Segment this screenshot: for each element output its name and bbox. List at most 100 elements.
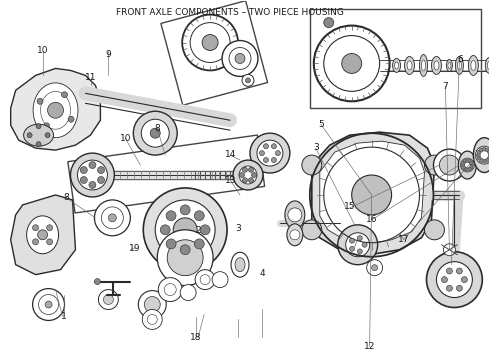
- Circle shape: [349, 238, 355, 243]
- Circle shape: [264, 158, 269, 162]
- Circle shape: [426, 252, 482, 307]
- Circle shape: [200, 275, 210, 285]
- Text: 19: 19: [129, 244, 141, 253]
- Ellipse shape: [473, 138, 490, 172]
- Circle shape: [243, 178, 247, 183]
- Circle shape: [462, 161, 466, 165]
- Text: FRONT AXLE COMPONENTS – TWO PIECE HOUSING: FRONT AXLE COMPONENTS – TWO PIECE HOUSIN…: [117, 8, 344, 17]
- Ellipse shape: [405, 57, 415, 75]
- Circle shape: [180, 205, 190, 215]
- Circle shape: [251, 172, 256, 177]
- Circle shape: [108, 214, 116, 222]
- Circle shape: [357, 236, 362, 240]
- Circle shape: [468, 159, 471, 163]
- Circle shape: [164, 284, 176, 296]
- Circle shape: [314, 26, 390, 101]
- Text: 13: 13: [224, 176, 236, 185]
- Circle shape: [47, 225, 52, 231]
- Circle shape: [248, 167, 253, 172]
- Text: 15: 15: [344, 202, 356, 211]
- Circle shape: [150, 128, 160, 138]
- Circle shape: [147, 315, 157, 324]
- Circle shape: [71, 153, 114, 197]
- Text: 8: 8: [154, 123, 160, 132]
- Circle shape: [98, 289, 119, 310]
- Circle shape: [195, 239, 204, 249]
- Circle shape: [482, 159, 486, 163]
- Circle shape: [488, 156, 490, 160]
- Circle shape: [229, 48, 251, 69]
- Polygon shape: [161, 1, 268, 105]
- Circle shape: [138, 291, 166, 319]
- Ellipse shape: [421, 60, 425, 71]
- Circle shape: [342, 54, 362, 73]
- Circle shape: [200, 225, 210, 235]
- Circle shape: [95, 200, 130, 236]
- Circle shape: [476, 153, 480, 157]
- Circle shape: [489, 153, 490, 157]
- Circle shape: [371, 265, 378, 271]
- Circle shape: [222, 41, 258, 76]
- Circle shape: [243, 167, 247, 172]
- Circle shape: [44, 123, 49, 129]
- Ellipse shape: [458, 151, 476, 179]
- Circle shape: [477, 156, 481, 160]
- Ellipse shape: [26, 216, 58, 254]
- Ellipse shape: [392, 58, 400, 72]
- Bar: [310, 9, 481, 108]
- Circle shape: [477, 150, 481, 154]
- Circle shape: [98, 176, 104, 184]
- Circle shape: [166, 239, 176, 249]
- Ellipse shape: [448, 62, 451, 68]
- Circle shape: [158, 278, 182, 302]
- Circle shape: [142, 310, 162, 329]
- Circle shape: [362, 242, 367, 247]
- Circle shape: [250, 133, 290, 173]
- Polygon shape: [68, 135, 265, 213]
- Ellipse shape: [407, 61, 412, 70]
- Circle shape: [488, 150, 490, 154]
- Circle shape: [424, 220, 444, 240]
- Polygon shape: [11, 68, 100, 150]
- Circle shape: [468, 167, 471, 171]
- Ellipse shape: [434, 61, 439, 70]
- Circle shape: [133, 111, 177, 155]
- Circle shape: [155, 200, 215, 260]
- Circle shape: [288, 208, 302, 222]
- Circle shape: [275, 150, 280, 156]
- Circle shape: [212, 272, 228, 288]
- Circle shape: [45, 133, 50, 138]
- Ellipse shape: [457, 61, 462, 70]
- Circle shape: [101, 207, 123, 229]
- Circle shape: [89, 162, 96, 168]
- Circle shape: [160, 225, 170, 235]
- Ellipse shape: [285, 201, 305, 229]
- Text: 12: 12: [364, 342, 375, 351]
- Circle shape: [173, 218, 197, 242]
- Circle shape: [180, 245, 190, 255]
- Circle shape: [346, 233, 369, 257]
- Circle shape: [195, 270, 215, 289]
- Circle shape: [27, 133, 32, 138]
- Ellipse shape: [419, 54, 427, 76]
- Circle shape: [32, 225, 39, 231]
- Circle shape: [271, 158, 276, 162]
- Circle shape: [479, 148, 483, 152]
- Circle shape: [182, 15, 238, 71]
- Circle shape: [462, 276, 467, 283]
- Ellipse shape: [468, 55, 478, 75]
- Circle shape: [338, 225, 378, 265]
- Circle shape: [32, 239, 39, 245]
- Circle shape: [479, 158, 483, 162]
- Ellipse shape: [231, 252, 249, 277]
- Text: 3: 3: [313, 143, 318, 152]
- Circle shape: [235, 54, 245, 63]
- Circle shape: [80, 167, 87, 174]
- Circle shape: [68, 116, 74, 122]
- Circle shape: [89, 181, 96, 189]
- Circle shape: [469, 166, 473, 169]
- Text: 5: 5: [318, 120, 323, 129]
- Ellipse shape: [287, 224, 303, 246]
- Ellipse shape: [235, 258, 245, 272]
- Ellipse shape: [485, 58, 490, 73]
